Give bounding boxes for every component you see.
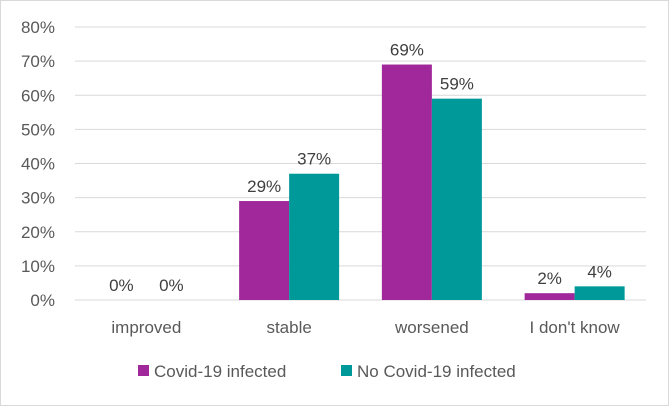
y-tick-label: 0% <box>30 291 55 310</box>
y-tick-label: 50% <box>21 120 55 139</box>
data-label: 69% <box>390 41 424 60</box>
legend-label-covid-infected: Covid-19 infected <box>154 362 286 381</box>
x-category-label: stable <box>266 318 311 337</box>
y-tick-label: 40% <box>21 155 55 174</box>
legend-swatch-covid-infected <box>138 365 149 376</box>
x-axis-categories: improved stable worsened I don't know <box>111 318 620 337</box>
bar-no-covid-infected-1 <box>289 173 340 300</box>
bar-covid-infected-1 <box>239 201 290 300</box>
data-label: 59% <box>440 75 474 94</box>
x-category-label: improved <box>111 318 181 337</box>
y-tick-label: 80% <box>21 18 55 37</box>
data-label: 29% <box>247 177 281 196</box>
legend-swatch-no-covid-infected <box>341 365 352 376</box>
y-tick-label: 10% <box>21 257 55 276</box>
bar-no-covid-infected-2 <box>431 98 482 300</box>
data-labels: 0% 0% 29% 37% 69% 59% 2% 4% <box>109 41 612 295</box>
data-label: 0% <box>159 276 184 295</box>
data-label: 37% <box>297 150 331 169</box>
data-label: 4% <box>587 262 612 281</box>
legend-label-no-covid-infected: No Covid-19 infected <box>357 362 516 381</box>
y-tick-label: 20% <box>21 223 55 242</box>
gridlines <box>75 26 646 301</box>
x-category-label: I don't know <box>530 318 621 337</box>
y-tick-label: 60% <box>21 86 55 105</box>
data-label: 2% <box>537 269 562 288</box>
legend: Covid-19 infected No Covid-19 infected <box>138 362 516 381</box>
bars <box>239 64 625 300</box>
x-category-label: worsened <box>394 318 469 337</box>
data-label: 0% <box>109 276 134 295</box>
bar-covid-infected-2 <box>381 64 432 300</box>
bar-covid-infected-3 <box>524 293 575 300</box>
y-tick-label: 30% <box>21 189 55 208</box>
bar-no-covid-infected-3 <box>574 286 625 300</box>
y-tick-label: 70% <box>21 52 55 71</box>
y-axis-ticks: 0% 10% 20% 30% 40% 50% 60% 70% 80% <box>21 18 55 310</box>
